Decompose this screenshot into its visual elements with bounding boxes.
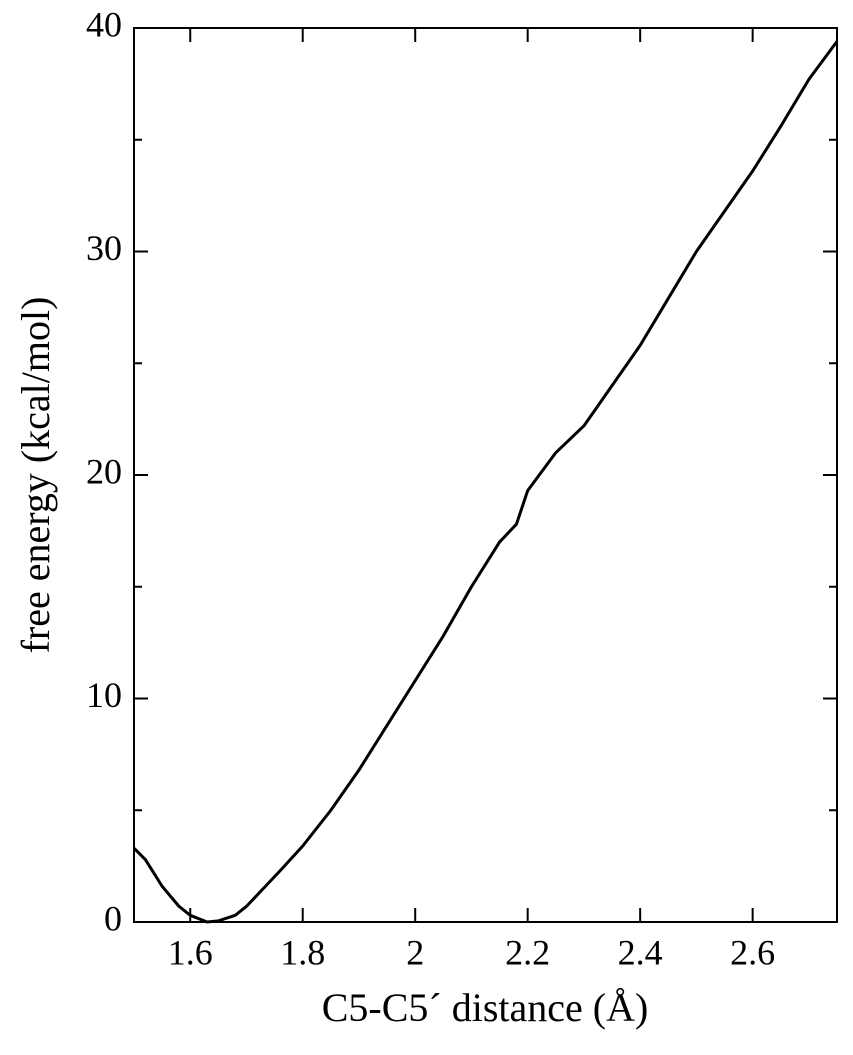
x-axis-label: C5-C5´ distance (Å) — [322, 985, 649, 1030]
y-tick-label: 40 — [86, 4, 122, 44]
x-tick-label: 2.4 — [618, 932, 663, 972]
x-tick-label: 2 — [406, 932, 424, 972]
y-tick-label: 20 — [86, 451, 122, 491]
y-axis-label: free energy (kcal/mol) — [13, 297, 58, 654]
y-tick-label: 30 — [86, 228, 122, 268]
x-tick-label: 1.8 — [280, 932, 325, 972]
x-tick-label: 1.6 — [168, 932, 213, 972]
plot-frame — [133, 27, 838, 923]
x-tick-label: 2.2 — [505, 932, 550, 972]
data-line — [132, 40, 839, 924]
y-tick-label: 10 — [86, 675, 122, 715]
y-tick-label: 0 — [104, 898, 122, 938]
x-tick-label: 2.6 — [730, 932, 775, 972]
